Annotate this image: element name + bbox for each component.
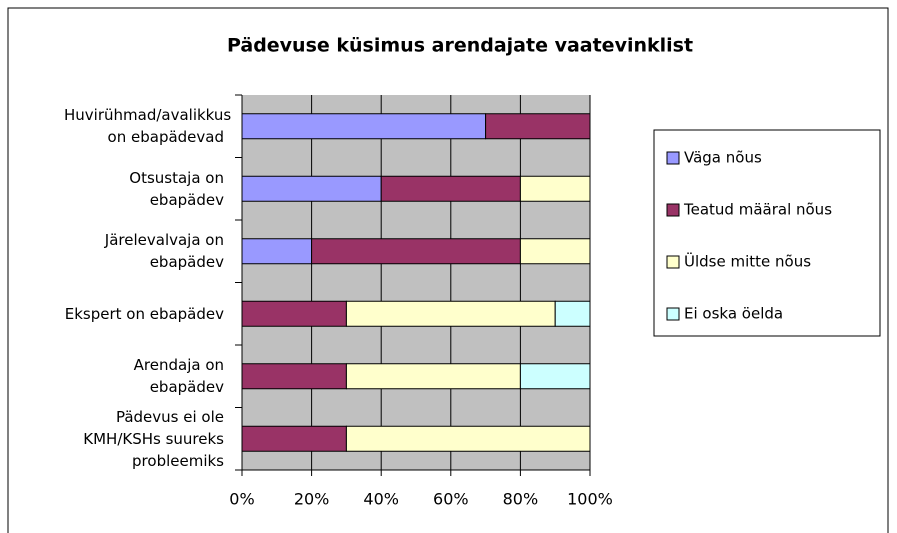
legend-swatch (666, 307, 680, 321)
y-tick-label: Järelevalvaja on ebapädev (104, 231, 224, 272)
x-tick-label: 100% (567, 490, 613, 509)
x-tick-label: 80% (503, 490, 539, 509)
y-tick-label: Huvirühmad/avalikkus on ebapädevad (64, 106, 232, 147)
legend-label: Ei oska öelda (684, 305, 783, 323)
bar-segment (241, 363, 347, 390)
plot-area (242, 95, 590, 470)
y-tick-label: Pädevus ei ole KMH/KSHs suureks probleem… (83, 407, 224, 470)
legend-label: Väga nõus (684, 149, 762, 167)
bar-segment (345, 425, 591, 452)
bar-segment (519, 238, 591, 265)
legend-swatch (666, 151, 680, 165)
chart-title: Pädevuse küsimus arendajate vaatevinklis… (227, 35, 693, 57)
y-tick-label: Otsustaja on ebapädev (129, 168, 224, 209)
bar-segment (519, 363, 591, 390)
bar-segment (380, 175, 521, 202)
legend-label: Teatud määral nõus (683, 201, 832, 219)
y-tick-label: Arendaja on ebapädev (133, 356, 224, 397)
x-tick-label: 20% (294, 490, 330, 509)
bar-segment (241, 113, 487, 140)
bar-segment (241, 425, 347, 452)
x-tick-label: 40% (363, 490, 399, 509)
legend-swatch (666, 203, 680, 217)
bar-segment (345, 300, 556, 327)
bar-segment (241, 175, 382, 202)
legend-label: Üldse mitte nõus (684, 252, 811, 271)
y-tick-label: Ekspert on ebapädev (64, 304, 224, 323)
legend-swatch (666, 255, 680, 269)
chart-border (7, 7, 889, 533)
x-tick-label: 0% (229, 490, 254, 509)
bar-segment (241, 238, 313, 265)
legend-box (653, 129, 881, 337)
bar-segment (311, 238, 521, 265)
bar-segment (554, 300, 591, 327)
bar-segment (345, 363, 521, 390)
bar-segment (241, 300, 347, 327)
x-tick-label: 60% (433, 490, 469, 509)
bar-segment (519, 175, 591, 202)
bar-segment (485, 113, 591, 140)
